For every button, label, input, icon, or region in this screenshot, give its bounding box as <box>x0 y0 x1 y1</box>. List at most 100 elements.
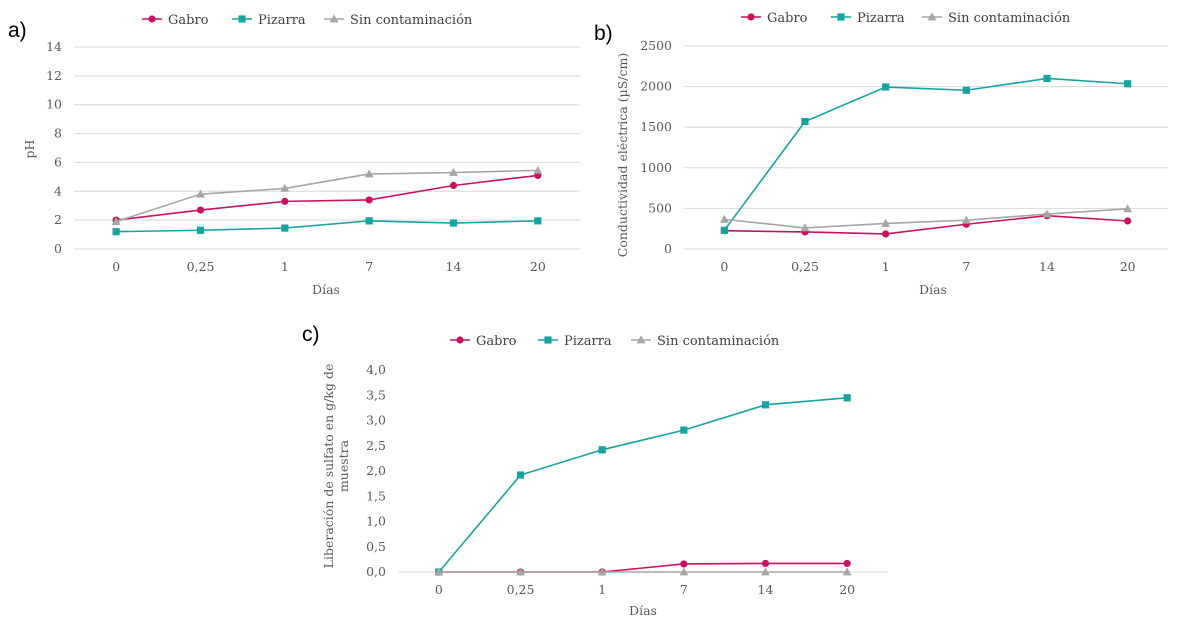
panel-b-sin-point <box>1123 204 1133 213</box>
panel-c-x-tick-label: 1 <box>598 582 606 597</box>
panel-b-series-sin <box>719 204 1133 232</box>
panel-c-pizarra-point <box>761 401 770 409</box>
panel-a-y-tick-label: 6 <box>54 154 62 169</box>
panel-b-y-tick-label: 2000 <box>640 79 672 94</box>
panel-a-y-tick-label: 10 <box>46 97 62 112</box>
panel-a-y-tick-label: 14 <box>46 39 62 54</box>
panel-a-gabro-point <box>449 181 458 190</box>
panel-a-gabro-point <box>281 197 289 205</box>
panel-a-legend-sin: Sin contaminación <box>350 13 473 28</box>
panel-a-x-axis-title: Días <box>312 282 340 297</box>
panel-c-y-tick-label: 1,0 <box>366 514 386 529</box>
panel-a-pizarra-point <box>196 226 205 234</box>
panel-b-gridlines <box>684 45 1168 250</box>
panel-b-sin-point <box>800 223 810 232</box>
panel-a-series-gabro-line <box>116 174 538 221</box>
panel-a-legend-gabro: Gabro <box>168 13 209 28</box>
panel-c-gabro-point <box>680 560 688 568</box>
panel-b-x-axis-title: Días <box>919 282 947 297</box>
panel-b-series-gabro-line <box>724 214 1128 235</box>
panel-b-x-tick-label: 0,25 <box>791 259 819 274</box>
panel-c-sin-point <box>516 567 525 576</box>
panel-a-y-tick-label: 2 <box>54 212 62 227</box>
panel-a-letter: a) <box>8 19 27 42</box>
panel-b-legend-marker-sin <box>927 12 937 21</box>
panel-b-sin-point <box>961 215 971 224</box>
panel-c-y-axis-title-line-2: muestra <box>336 439 351 492</box>
panel-b-legend-gabro: Gabro <box>767 11 808 26</box>
panel-c-x-tick-label: 14 <box>758 582 774 597</box>
panel-b-y-tick-label: 0 <box>664 241 672 256</box>
panel-c-y-tick-label: 1,5 <box>366 488 386 503</box>
panel-a-x-tick-label: 0,25 <box>187 259 215 274</box>
panel-b-legend-pizarra: Pizarra <box>857 11 905 26</box>
panel-b-y-tick-label: 1500 <box>640 119 672 134</box>
panel-a-series-pizarra <box>112 217 542 236</box>
panel-b-x-ticks: 0 0,25 1 7 14 20 <box>720 259 1135 274</box>
panel-b-legend: Gabro Pizarra Sin contaminación <box>767 11 1071 26</box>
panel-c-legend: Gabro Pizarra Sin contaminación <box>476 334 780 349</box>
panel-b-x-tick-label: 14 <box>1039 259 1055 274</box>
panel-a-pizarra-point <box>281 224 289 232</box>
panel-b-x-tick-label: 0 <box>720 259 728 274</box>
panel-a-sin-point <box>364 169 374 178</box>
panel-b-letter: b) <box>594 22 613 45</box>
panel-c-legend-pizarra: Pizarra <box>564 334 612 349</box>
panel-c-x-axis-title: Días <box>629 603 657 618</box>
panel-a-gabro-point <box>365 196 373 204</box>
panel-b-legend-sin: Sin contaminación <box>948 11 1071 26</box>
panel-c-y-tick-label: 4,0 <box>366 362 386 377</box>
panel-a-x-tick-label: 7 <box>365 259 373 274</box>
panel-c-legend-marker-pizarra <box>544 336 552 344</box>
panel-b-legend-marker-gabro <box>747 13 755 21</box>
panel-a-legend-pizarra: Pizarra <box>258 13 306 28</box>
panel-c-sin-point <box>761 567 770 576</box>
panel-c-pizarra-point <box>680 426 688 434</box>
panel-c-y-tick-label: 3,5 <box>366 387 386 402</box>
panel-a-series-sin <box>111 165 543 225</box>
panel-c-x-ticks: 0 0,25 1 7 14 20 <box>435 582 855 597</box>
panel-c-series-gabro <box>435 559 851 576</box>
panel-b-y-axis-title: Conductividad eléctrica (µS/cm) <box>615 53 630 257</box>
panel-b-series-pizarra-line <box>723 77 1128 231</box>
panel-c-y-axis-title-line-1: Liberación de sulfato en g/kg de <box>321 364 336 569</box>
panel-c-sin-point <box>679 567 689 576</box>
panel-a: a) Gabro Pizarra Sin contaminación Días … <box>8 13 580 297</box>
panel-a-y-tick-label: 4 <box>54 183 62 198</box>
panel-a-legend-swatch-pizarra <box>232 15 252 23</box>
panel-a-y-tick-label: 0 <box>54 241 62 256</box>
panel-c-series-pizarra <box>435 394 851 576</box>
panel-b-y-tick-label: 1000 <box>640 160 672 175</box>
panel-a-x-ticks: 0 0,25 1 7 14 20 <box>112 259 546 274</box>
panel-a-sin-point <box>196 189 205 198</box>
panel-b-series-pizarra <box>720 74 1132 234</box>
panel-c-legend-swatch-pizarra <box>538 336 558 344</box>
panel-a-series-sin-line <box>115 169 538 223</box>
panel-a-x-tick-label: 20 <box>530 259 546 274</box>
panel-a-legend-swatch-sin <box>324 14 344 23</box>
panel-a-gabro-point <box>196 206 205 214</box>
panel-c-y-tick-label: 3,0 <box>366 413 386 428</box>
panel-a-x-tick-label: 14 <box>446 259 462 274</box>
panel-c-sin-point <box>842 567 852 576</box>
panel-a-pizarra-point <box>449 219 458 227</box>
panel-a-series-gabro <box>112 171 542 224</box>
panel-c-y-tick-label: 0,0 <box>366 564 386 579</box>
panel-b-legend-swatch-gabro <box>741 13 761 21</box>
panel-a-y-tick-label: 8 <box>54 126 62 141</box>
panel-c-x-tick-label: 0,25 <box>507 582 535 597</box>
panel-b-sin-point <box>881 218 891 227</box>
panel-c-letter: c) <box>302 323 320 346</box>
panel-a-legend-marker-sin <box>329 14 339 23</box>
panel-c-gabro-point <box>761 559 770 568</box>
panel-a-pizarra-point <box>365 217 373 225</box>
panel-c-y-tick-label: 2,5 <box>366 438 386 453</box>
panel-a-legend: Gabro Pizarra Sin contaminación <box>168 13 473 28</box>
panel-b-y-tick-label: 500 <box>648 200 672 215</box>
panel-c-pizarra-point <box>843 394 851 402</box>
panel-b-legend-swatch-sin <box>922 12 942 21</box>
panel-a-sin-point <box>533 165 543 174</box>
panel-c-y-tick-label: 0,5 <box>366 539 386 554</box>
panel-b-pizarra-point <box>720 226 728 234</box>
